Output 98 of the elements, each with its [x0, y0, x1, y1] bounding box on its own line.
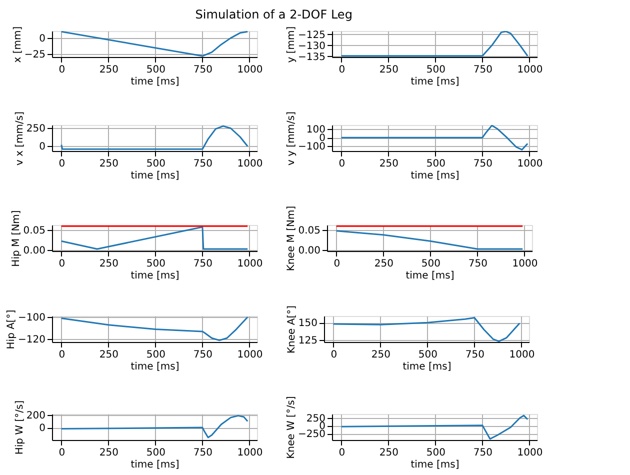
x-tick-label: 500 — [146, 448, 166, 458]
x-tick-label: 0 — [338, 448, 346, 458]
x-tick-label: 250 — [99, 448, 118, 458]
y-axis-title: Hip A[°] — [6, 310, 18, 350]
x-tick-label: 750 — [473, 448, 493, 458]
line-series — [340, 414, 528, 440]
x-tick-label: 0 — [330, 350, 338, 360]
x-tick-label: 750 — [473, 64, 493, 76]
x-tick-label: 500 — [426, 448, 446, 458]
y-tick-label: 200 — [26, 410, 46, 422]
x-axis-title: time [ms] — [410, 170, 460, 182]
x-axis-title: time [ms] — [130, 362, 180, 372]
line-series — [336, 230, 524, 250]
x-tick-label: 750 — [473, 158, 493, 170]
x-tick-label: 250 — [379, 64, 398, 76]
x-tick-label: 500 — [421, 258, 440, 270]
x-tick-label: 0 — [58, 350, 66, 360]
x-tick-label: 1000 — [517, 64, 543, 76]
line-series — [60, 125, 248, 150]
x-tick-label: 250 — [99, 258, 118, 270]
y-tick-label: 250 — [26, 124, 46, 135]
y-tick-label: 150 — [298, 318, 318, 330]
y-tick-label: −120 — [18, 334, 46, 346]
x-tick-label: 1000 — [237, 448, 263, 458]
x-tick-label: 1000 — [237, 158, 263, 170]
x-tick-label: 0 — [58, 258, 66, 270]
line-series — [340, 31, 528, 57]
x-tick-label: 250 — [379, 158, 398, 170]
y-axis-title: v x [mm/s] — [14, 111, 26, 166]
x-tick-label: 500 — [418, 350, 438, 360]
x-tick-label: 1000 — [517, 158, 543, 170]
x-tick-label: 750 — [193, 64, 213, 76]
x-axis-title: time [ms] — [410, 76, 460, 88]
x-tick-label: 1000 — [509, 350, 535, 360]
y-tick-label: −100 — [298, 142, 326, 153]
x-tick-label: 250 — [99, 158, 118, 170]
x-tick-label: 750 — [193, 158, 213, 170]
y-axis-title: y [mm] — [286, 26, 298, 63]
y-tick-label: 0.05 — [23, 226, 46, 237]
y-tick-label: 125 — [298, 335, 318, 346]
x-tick-label: 1000 — [517, 448, 543, 458]
line-series — [340, 125, 528, 150]
y-tick-label: 0.00 — [298, 245, 320, 256]
y-tick-label: −125 — [298, 30, 326, 41]
y-tick-label: −130 — [298, 40, 326, 52]
x-tick-label: 1000 — [512, 258, 538, 270]
x-axis-title: time [ms] — [130, 460, 180, 470]
x-tick-label: 1000 — [237, 258, 263, 270]
x-tick-label: 0 — [338, 158, 346, 170]
x-tick-label: 500 — [146, 258, 166, 270]
x-tick-label: 0 — [334, 258, 340, 270]
y-axis-title: Knee A[°] — [286, 305, 298, 354]
x-tick-label: 250 — [99, 64, 118, 76]
x-tick-label: 250 — [99, 350, 118, 360]
y-tick-label: 0 — [39, 34, 46, 45]
y-tick-label: 0 — [39, 142, 46, 153]
x-tick-label: 500 — [426, 158, 446, 170]
x-tick-label: 250 — [379, 448, 398, 458]
line-series — [332, 316, 520, 342]
x-tick-label: 0 — [58, 448, 66, 458]
x-tick-label: 750 — [465, 350, 485, 360]
x-tick-label: 0 — [338, 64, 346, 76]
y-axis-title: Knee W [°/s] — [286, 396, 298, 459]
x-tick-label: 0 — [58, 64, 66, 76]
x-tick-label: 250 — [374, 258, 394, 270]
x-tick-label: 500 — [146, 64, 166, 76]
y-axis-title: v y [mm/s] — [286, 111, 298, 166]
x-tick-label: 750 — [193, 258, 213, 270]
y-axis-title: Hip M [Nm] — [11, 210, 22, 267]
x-axis-title: time [ms] — [130, 270, 180, 282]
y-tick-label: 0.00 — [23, 245, 46, 256]
y-tick-label: 0.05 — [298, 226, 320, 237]
x-axis-title: time [ms] — [410, 460, 460, 470]
x-tick-label: 1000 — [237, 64, 263, 76]
y-tick-label: −100 — [18, 312, 46, 324]
line-series — [60, 316, 248, 342]
chart-title: Simulation of a 2-DOF Leg — [195, 7, 352, 22]
line-series — [60, 414, 248, 438]
x-tick-label: 250 — [371, 350, 390, 360]
x-tick-label: 500 — [146, 350, 166, 360]
y-tick-label: −135 — [298, 52, 326, 63]
line-series — [60, 31, 248, 57]
x-axis-title: time [ms] — [130, 76, 180, 88]
x-tick-label: 750 — [193, 448, 213, 458]
x-axis-title: time [ms] — [406, 270, 454, 282]
x-tick-label: 750 — [468, 258, 488, 270]
x-tick-label: 500 — [426, 64, 446, 76]
x-axis-title: time [ms] — [402, 362, 452, 372]
x-axis-title: time [ms] — [130, 170, 180, 182]
y-axis-title: x [mm] — [12, 26, 24, 63]
y-tick-label: −25 — [24, 50, 46, 61]
y-axis-title: Knee M [Nm] — [286, 206, 298, 272]
y-tick-label: 0 — [39, 423, 46, 434]
x-tick-label: 500 — [146, 158, 166, 170]
x-tick-label: 0 — [58, 158, 66, 170]
x-tick-label: 750 — [193, 350, 213, 360]
x-tick-label: 1000 — [237, 350, 263, 360]
y-axis-title: Hip W [°/s] — [14, 400, 26, 455]
